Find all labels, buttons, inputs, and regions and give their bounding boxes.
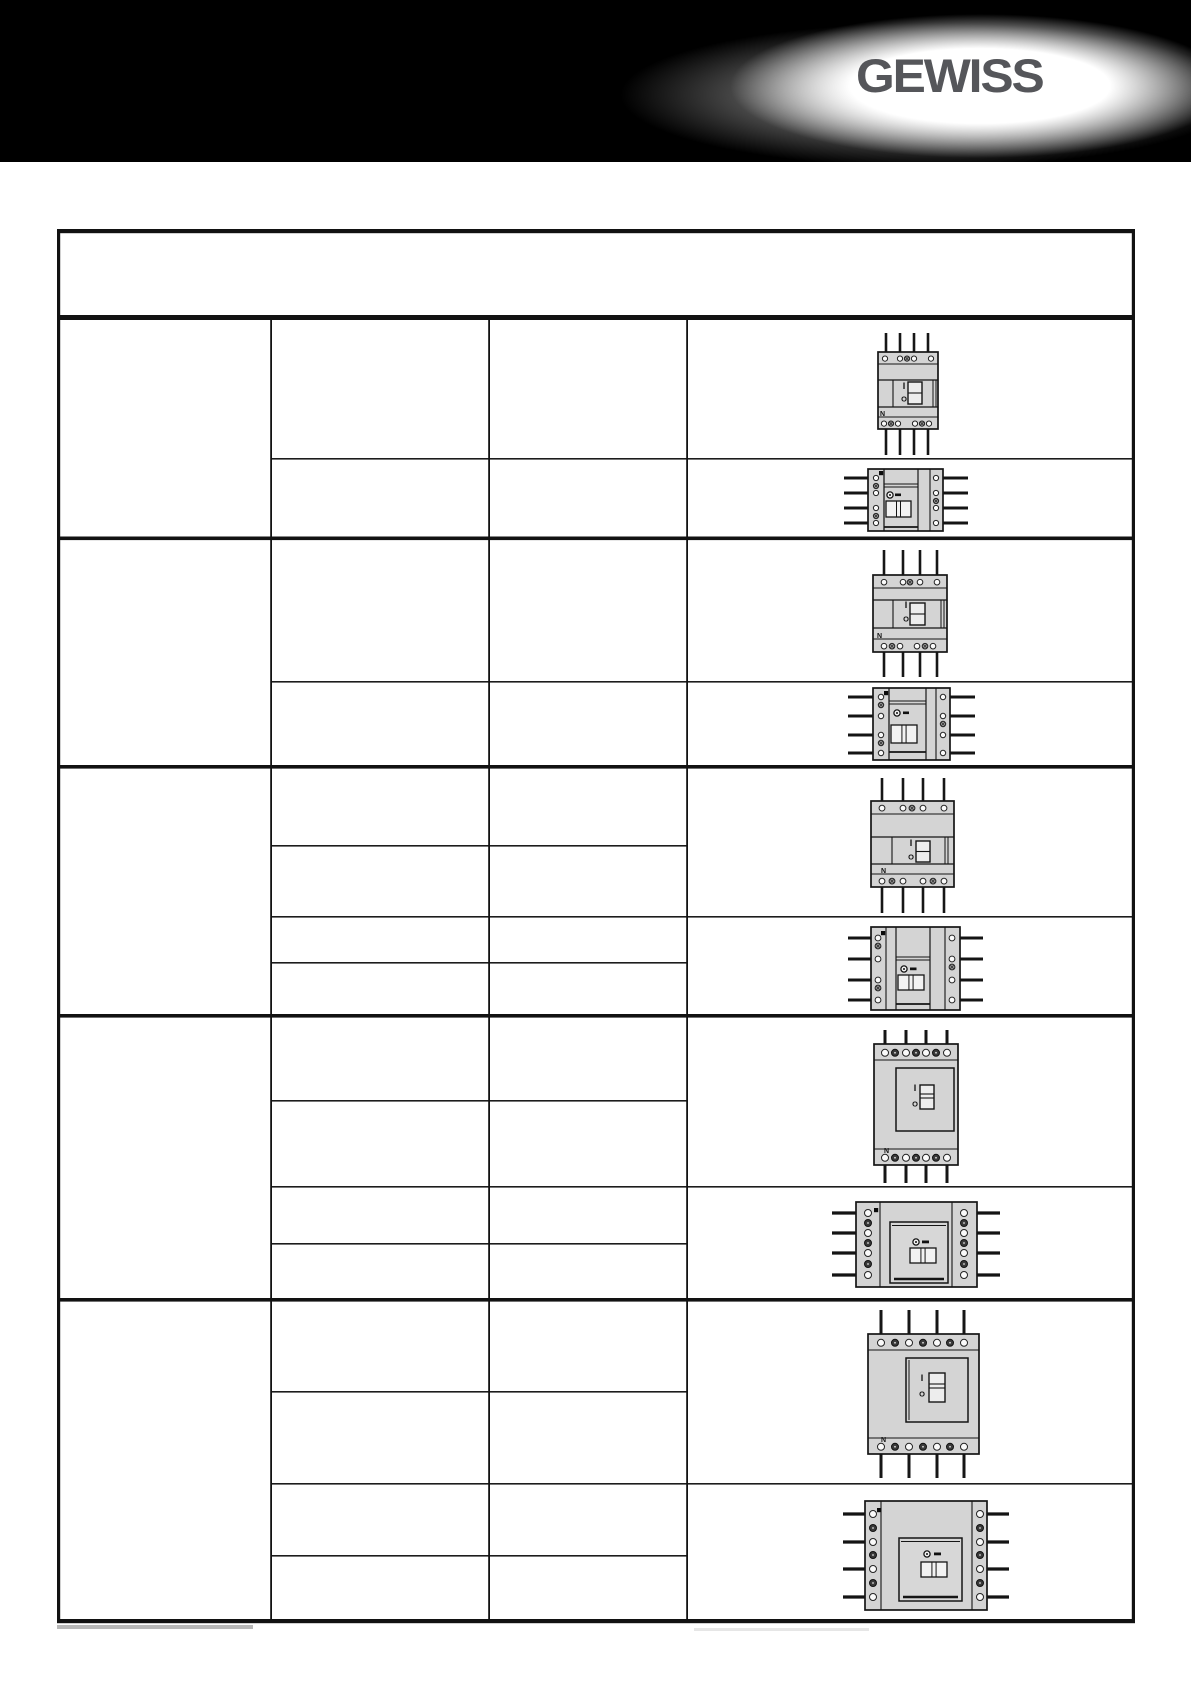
figure-size4-front: IO N — [873, 1030, 959, 1183]
figure-size5-front: IO N — [867, 1310, 980, 1478]
figure-label: O — [912, 1100, 918, 1109]
figure-label: O — [903, 615, 909, 624]
figure-label: N — [881, 1437, 886, 1444]
figure-label: N — [884, 1148, 889, 1155]
figure-label: O — [901, 395, 907, 404]
figure-size5-side — [843, 1500, 1009, 1611]
header-highlight — [0, 0, 1191, 162]
header-band: GEWISS — [0, 0, 1191, 162]
figure-size2-front: IO N — [872, 550, 948, 677]
figure-label: N — [877, 633, 882, 640]
gewiss-logo: GEWISS — [856, 49, 1045, 102]
catalog-table-grid — [57, 229, 1135, 1624]
figure-label: I — [905, 600, 908, 610]
figure-label: N — [880, 411, 885, 418]
figure-label: I — [910, 838, 913, 848]
figure-size2-side — [848, 687, 975, 761]
figure-size1-front: IO N — [877, 333, 939, 455]
figure-size3-front: IO N — [870, 778, 955, 913]
figure-size4-side — [832, 1201, 1000, 1288]
figure-label: I — [903, 381, 906, 391]
figure-label: O — [919, 1390, 925, 1399]
figure-size1-side — [844, 468, 968, 532]
figure-size3-side — [848, 926, 983, 1011]
figure-label: N — [881, 868, 886, 875]
figure-label: I — [914, 1083, 917, 1093]
figure-label: I — [921, 1373, 924, 1383]
figure-label: O — [908, 853, 914, 862]
footer-rule — [57, 1625, 869, 1631]
